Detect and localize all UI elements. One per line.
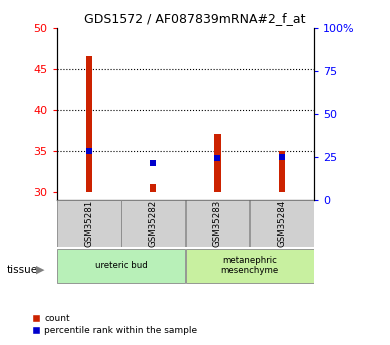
Text: GSM35284: GSM35284 xyxy=(277,200,286,247)
Text: GDS1572 / AF087839mRNA#2_f_at: GDS1572 / AF087839mRNA#2_f_at xyxy=(84,12,306,25)
Text: tissue: tissue xyxy=(7,265,38,275)
Bar xyxy=(186,248,314,283)
Text: metanephric
mesenchyme: metanephric mesenchyme xyxy=(220,256,279,275)
Text: ureteric bud: ureteric bud xyxy=(94,261,147,270)
Bar xyxy=(121,200,185,247)
Text: GSM35281: GSM35281 xyxy=(84,200,93,247)
Bar xyxy=(57,200,121,247)
Text: GSM35283: GSM35283 xyxy=(213,200,222,247)
Bar xyxy=(250,200,314,247)
Text: GSM35282: GSM35282 xyxy=(149,200,158,247)
Legend: count, percentile rank within the sample: count, percentile rank within the sample xyxy=(28,311,201,339)
Bar xyxy=(150,184,156,192)
Text: ▶: ▶ xyxy=(36,265,45,275)
Bar xyxy=(57,248,185,283)
Bar xyxy=(186,200,249,247)
Bar xyxy=(85,56,92,192)
Bar xyxy=(278,151,285,192)
Bar xyxy=(214,135,221,192)
